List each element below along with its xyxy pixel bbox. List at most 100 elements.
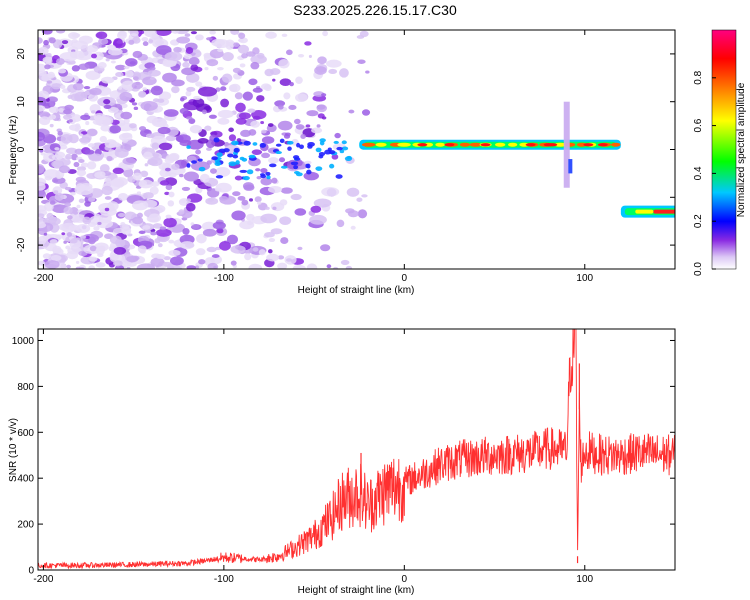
spectral-blob (150, 85, 163, 96)
spectral-blob (256, 176, 262, 180)
spectral-blob (283, 92, 291, 100)
spectral-blob (214, 161, 221, 167)
spectral-blob (246, 169, 254, 175)
spectral-blob (76, 204, 81, 209)
y-tick-label: 800 (17, 382, 34, 393)
spectral-blob (217, 66, 224, 71)
spectral-blob (195, 248, 206, 256)
spectral-blob (328, 68, 338, 75)
spectral-blob (217, 117, 230, 125)
spectral-blob (248, 129, 257, 136)
spectral-blob (331, 154, 339, 160)
spectral-blob (186, 163, 191, 168)
spectral-blob (168, 191, 175, 198)
spectral-blob (216, 152, 223, 158)
spectral-blob (89, 87, 102, 96)
spectral-blob (93, 226, 100, 231)
spectral-blob (49, 200, 56, 205)
spectral-blob (103, 99, 111, 105)
spectral-blob (206, 147, 212, 151)
spectral-blob (50, 254, 62, 262)
spectral-blob (75, 266, 81, 269)
spectral-blob (168, 239, 175, 244)
snr-series (38, 329, 675, 570)
spectral-blob (199, 173, 210, 183)
spectral-blob (239, 169, 248, 173)
spectral-blob (196, 233, 207, 244)
ridge-hotspot (397, 142, 411, 147)
spectral-blob (76, 166, 87, 172)
spectral-blob (88, 196, 96, 202)
spectral-blob (61, 40, 69, 45)
spectral-blob (162, 72, 177, 83)
spectral-blob (251, 109, 267, 120)
spectral-blob (148, 39, 154, 44)
spectral-blob (64, 202, 72, 207)
spectral-blob (248, 263, 263, 269)
colorbar-label: Normalized spectral amplitude (736, 82, 747, 217)
spectral-blob (267, 249, 273, 254)
spectral-blob (223, 148, 230, 153)
spectral-blob (133, 106, 139, 111)
spectral-blob (80, 114, 91, 121)
spectral-blob (230, 30, 240, 35)
spectral-blob (138, 126, 147, 131)
spectral-blob (171, 163, 180, 170)
spectral-blob (53, 190, 59, 194)
spectral-blob (60, 133, 73, 144)
spectral-blob (289, 81, 294, 87)
spectral-blob (247, 108, 256, 113)
spectrogram-y-ticks: 20 10 0 -10 -20 (16, 48, 675, 252)
spectral-blob (294, 208, 307, 216)
spectral-blob (42, 56, 54, 63)
spectral-blob (163, 256, 171, 261)
spectral-blob (206, 37, 213, 41)
spectral-blob (120, 111, 133, 120)
spectral-blob (250, 120, 261, 128)
spectral-blob (241, 53, 248, 59)
spectral-blob (117, 212, 126, 218)
spectral-blob (76, 169, 87, 177)
spectral-blob (219, 241, 231, 251)
spectral-blob (149, 76, 156, 81)
spectral-blob (201, 221, 216, 231)
spectral-blob (99, 135, 107, 143)
spectral-blob (186, 86, 196, 92)
snr-panel: -200 -100 0 100 0 200 400 600 800 1000 Height of… (8, 328, 676, 596)
chart-title: S233.2025.226.15.17.C30 (293, 2, 457, 18)
spectral-blob (155, 228, 172, 237)
spectral-blob (195, 149, 201, 155)
spectral-blob (265, 31, 277, 39)
spectral-blob (321, 116, 327, 120)
spectral-blob (70, 191, 76, 196)
spectral-blob (86, 44, 99, 53)
ridge-hotspot (494, 142, 506, 147)
spectral-blob (101, 185, 113, 196)
spectral-blob (67, 94, 73, 100)
spectral-blob (67, 169, 77, 174)
spectral-blob (85, 235, 90, 239)
spectral-blob (305, 124, 311, 128)
spectral-blob (264, 68, 274, 77)
spectral-blob (186, 265, 197, 269)
spectral-blob (98, 202, 115, 213)
spectral-blob (66, 232, 73, 237)
spectral-blob (108, 149, 116, 155)
spectral-blob (171, 30, 180, 34)
spectral-blob (101, 76, 115, 84)
spectral-blob (54, 192, 64, 201)
spectral-blob (38, 205, 47, 212)
spectral-blob (216, 228, 224, 234)
spectral-blob (151, 181, 160, 187)
spectral-blob (55, 58, 65, 65)
spectral-blob (228, 161, 237, 167)
spectral-blob (150, 257, 165, 268)
spectral-blob (145, 133, 155, 139)
spectral-blob (148, 213, 161, 223)
spectral-blob (340, 259, 350, 265)
ridge-hotspot (424, 142, 434, 147)
spectral-blob (113, 227, 122, 234)
spectral-blob (164, 191, 170, 196)
spectral-blob (341, 140, 347, 145)
